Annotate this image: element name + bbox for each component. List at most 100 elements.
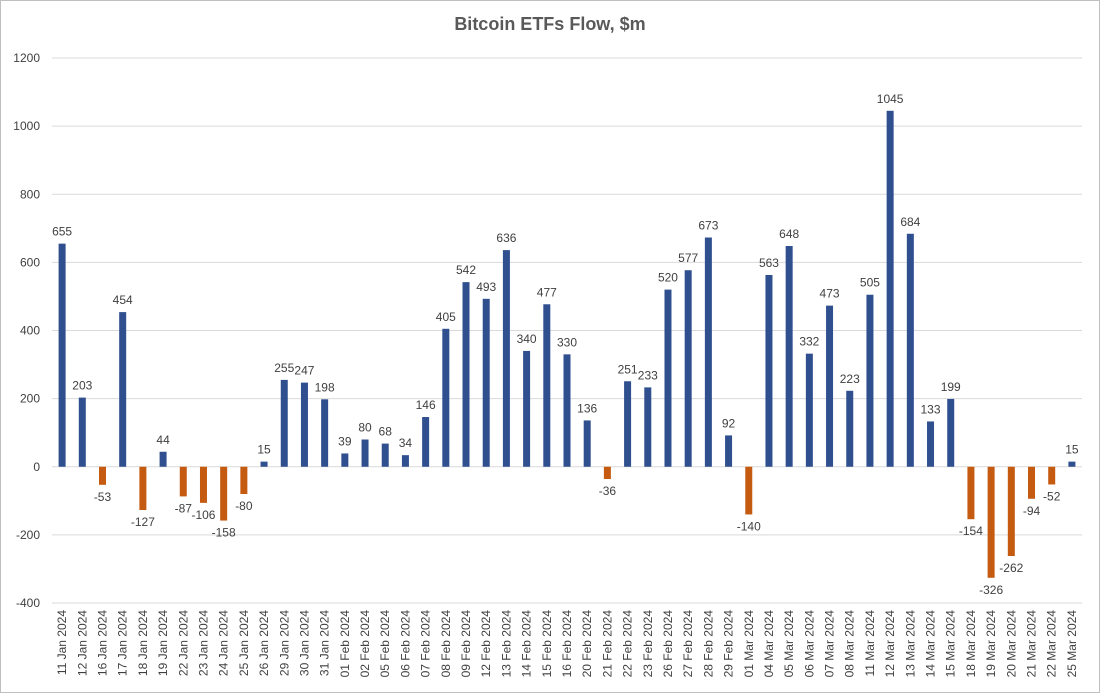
x-tick-label: 27 Feb 2024 bbox=[681, 610, 695, 678]
data-label: 223 bbox=[840, 372, 860, 386]
x-tick-label: 11 Mar 2024 bbox=[863, 610, 877, 677]
x-tick-label: 06 Feb 2024 bbox=[398, 610, 412, 678]
bar bbox=[886, 110, 894, 467]
data-label: 563 bbox=[759, 256, 779, 270]
bar bbox=[664, 289, 672, 467]
data-label: 330 bbox=[557, 335, 577, 349]
data-label: 15 bbox=[1065, 443, 1079, 457]
bar bbox=[240, 466, 248, 494]
bar bbox=[1068, 461, 1076, 467]
data-label: 198 bbox=[315, 380, 335, 394]
data-label: 520 bbox=[658, 271, 678, 285]
data-label: 203 bbox=[72, 379, 92, 393]
x-tick-label: 23 Jan 2024 bbox=[196, 610, 210, 676]
x-tick-label: 01 Feb 2024 bbox=[338, 610, 352, 678]
x-tick-label: 08 Feb 2024 bbox=[439, 610, 453, 678]
x-tick-label: 14 Mar 2024 bbox=[924, 610, 938, 678]
x-tick-label: 30 Jan 2024 bbox=[297, 610, 311, 676]
bar bbox=[725, 435, 733, 467]
bar bbox=[906, 233, 914, 467]
bar bbox=[462, 282, 470, 467]
data-label: 1045 bbox=[877, 92, 904, 106]
x-tick-label: 29 Feb 2024 bbox=[722, 610, 736, 678]
x-tick-label: 07 Feb 2024 bbox=[419, 610, 433, 678]
x-tick-label: 12 Jan 2024 bbox=[75, 610, 89, 676]
data-label: 577 bbox=[678, 251, 698, 265]
x-tick-label: 06 Mar 2024 bbox=[802, 610, 816, 678]
bar bbox=[947, 398, 955, 467]
bar bbox=[644, 387, 652, 467]
data-label: -80 bbox=[235, 499, 253, 513]
bar bbox=[119, 312, 127, 467]
x-tick-label: 04 Mar 2024 bbox=[762, 610, 776, 678]
data-label: -87 bbox=[175, 501, 193, 515]
x-tick-label: 25 Jan 2024 bbox=[237, 610, 251, 676]
bar bbox=[482, 298, 490, 467]
bar bbox=[401, 455, 409, 467]
x-tick-label: 20 Mar 2024 bbox=[1004, 610, 1018, 678]
data-label: -53 bbox=[94, 490, 112, 504]
x-tick-label: 16 Jan 2024 bbox=[95, 610, 109, 676]
data-label: 68 bbox=[379, 425, 393, 439]
data-label: 542 bbox=[456, 263, 476, 277]
bar bbox=[603, 466, 611, 480]
y-tick-label: -200 bbox=[16, 528, 40, 542]
x-tick-label: 21 Feb 2024 bbox=[600, 610, 614, 678]
x-tick-label: 16 Feb 2024 bbox=[560, 610, 574, 678]
bar bbox=[179, 466, 187, 497]
bar bbox=[361, 439, 369, 467]
y-tick-label: 1200 bbox=[13, 51, 40, 65]
x-tick-label: 19 Jan 2024 bbox=[156, 610, 170, 676]
bars bbox=[58, 110, 1076, 578]
x-tick-label: 29 Jan 2024 bbox=[277, 610, 291, 676]
x-tick-label: 14 Feb 2024 bbox=[520, 610, 534, 678]
data-label: 673 bbox=[698, 219, 718, 233]
y-tick-label: -400 bbox=[16, 596, 40, 610]
x-tick-label: 22 Mar 2024 bbox=[1045, 610, 1059, 678]
data-label: 199 bbox=[941, 380, 961, 394]
data-label: -36 bbox=[599, 484, 617, 498]
bar bbox=[199, 466, 207, 503]
x-tick-label: 11 Jan 2024 bbox=[55, 610, 69, 675]
x-tick-label: 17 Jan 2024 bbox=[116, 610, 130, 676]
y-tick-label: 400 bbox=[20, 324, 40, 338]
data-label: 34 bbox=[399, 436, 413, 450]
x-tick-label: 26 Jan 2024 bbox=[257, 610, 271, 676]
bar bbox=[987, 466, 995, 578]
data-label: -158 bbox=[212, 526, 236, 540]
data-label: 233 bbox=[638, 368, 658, 382]
y-tick-label: 0 bbox=[33, 460, 40, 474]
bar bbox=[502, 250, 510, 467]
y-axis-labels: -400 -200 0 200 400 600 800 1000 1200 bbox=[13, 51, 40, 610]
x-tick-label: 26 Feb 2024 bbox=[661, 610, 675, 678]
x-tick-label: 05 Feb 2024 bbox=[378, 610, 392, 678]
x-tick-label: 13 Mar 2024 bbox=[903, 610, 917, 678]
bar bbox=[341, 453, 349, 467]
data-label: 15 bbox=[257, 443, 271, 457]
data-label: 251 bbox=[618, 362, 638, 376]
data-label: 340 bbox=[517, 332, 537, 346]
data-label: 636 bbox=[496, 231, 516, 245]
data-label: -140 bbox=[737, 519, 761, 533]
x-tick-label: 18 Mar 2024 bbox=[964, 610, 978, 678]
x-axis-labels: 11 Jan 2024 12 Jan 2024 16 Jan 2024 17 Jan … bbox=[55, 610, 1079, 678]
data-label: 44 bbox=[156, 433, 170, 447]
x-tick-label: 13 Feb 2024 bbox=[499, 610, 513, 678]
bar bbox=[98, 466, 106, 485]
bar bbox=[139, 466, 147, 511]
data-label: -106 bbox=[191, 508, 215, 522]
bar bbox=[684, 270, 692, 467]
bar bbox=[785, 246, 793, 467]
bar bbox=[422, 417, 430, 467]
bar bbox=[1028, 466, 1036, 499]
data-label: -326 bbox=[979, 583, 1003, 597]
data-label: -154 bbox=[959, 524, 983, 538]
bar bbox=[442, 328, 450, 467]
y-tick-label: 200 bbox=[20, 392, 40, 406]
bar bbox=[1007, 466, 1015, 556]
data-label: -94 bbox=[1023, 504, 1041, 518]
x-tick-label: 20 Feb 2024 bbox=[580, 610, 594, 678]
bar bbox=[260, 461, 268, 467]
bar bbox=[543, 304, 551, 467]
bar bbox=[846, 390, 854, 467]
